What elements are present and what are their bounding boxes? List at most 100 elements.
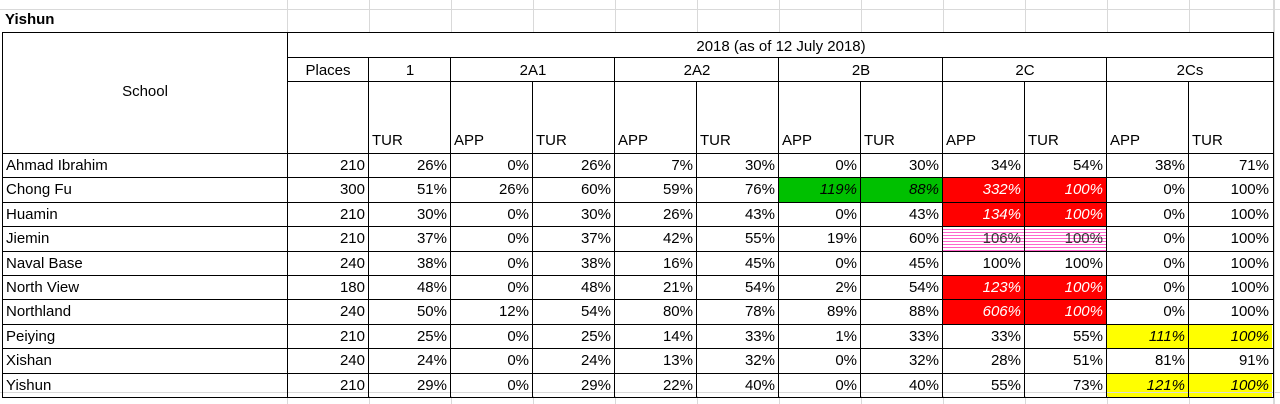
school-name-cell[interactable]: Jiemin [6,230,50,247]
percent-cell-app[interactable]: 42% [662,230,693,247]
percent-cell-tur[interactable]: 30% [580,206,611,223]
percent-cell-app[interactable]: 0% [507,157,529,174]
percent-cell-tur[interactable]: 100% [1025,178,1106,202]
percent-cell-tur[interactable]: 88% [861,178,942,202]
places-cell[interactable]: 210 [339,157,365,174]
percent-cell-app[interactable]: 28% [990,352,1021,369]
percent-cell-tur[interactable]: 54% [580,303,611,320]
percent-cell-tur[interactable]: 37% [416,230,447,247]
percent-cell-app[interactable]: 80% [662,303,693,320]
percent-cell-tur[interactable]: 100% [1230,181,1269,198]
percent-cell-tur[interactable]: 51% [416,181,447,198]
percent-cell-tur[interactable]: 26% [580,157,611,174]
places-cell[interactable]: 210 [339,377,365,394]
percent-cell-tur[interactable]: 78% [744,303,775,320]
percent-cell-tur[interactable]: 24% [580,352,611,369]
school-name-cell[interactable]: Huamin [6,206,58,223]
places-cell[interactable]: 210 [339,206,365,223]
percent-cell-tur[interactable]: 40% [908,377,939,394]
percent-cell-tur[interactable]: 100% [1189,325,1272,348]
percent-cell-app[interactable]: 332% [943,178,1024,202]
places-cell[interactable]: 210 [339,328,365,345]
percent-cell-app[interactable]: 16% [662,255,693,272]
percent-cell-tur[interactable]: 30% [908,157,939,174]
percent-cell-app[interactable]: 7% [671,157,693,174]
school-name-cell[interactable]: Yishun [6,377,52,394]
percent-cell-app[interactable]: 121% [1107,374,1188,397]
percent-cell-tur[interactable]: 30% [744,157,775,174]
percent-cell-tur[interactable]: 91% [1238,352,1269,369]
percent-cell-tur[interactable]: 73% [1072,377,1103,394]
percent-cell-app[interactable]: 111% [1107,325,1188,348]
places-cell[interactable]: 240 [339,352,365,369]
percent-cell-app[interactable]: 106% [943,227,1024,251]
percent-cell-app[interactable]: 134% [943,203,1024,226]
percent-cell-app[interactable]: 0% [507,230,529,247]
percent-cell-tur[interactable]: 55% [744,230,775,247]
percent-cell-app[interactable]: 119% [779,178,860,202]
percent-cell-tur[interactable]: 38% [580,255,611,272]
percent-cell-tur[interactable]: 33% [908,328,939,345]
percent-cell-app[interactable]: 0% [835,206,857,223]
percent-cell-tur[interactable]: 37% [580,230,611,247]
percent-cell-app[interactable]: 22% [662,377,693,394]
places-cell[interactable]: 180 [339,279,365,296]
percent-cell-tur[interactable]: 54% [908,279,939,296]
percent-cell-app[interactable]: 0% [507,279,529,296]
percent-cell-tur[interactable]: 38% [416,255,447,272]
percent-cell-app[interactable]: 100% [982,255,1021,272]
percent-cell-tur[interactable]: 43% [744,206,775,223]
percent-cell-tur[interactable]: 54% [1072,157,1103,174]
places-cell[interactable]: 300 [339,181,365,198]
percent-cell-app[interactable]: 0% [1163,206,1185,223]
percent-cell-app[interactable]: 0% [835,377,857,394]
percent-cell-tur[interactable]: 32% [908,352,939,369]
percent-cell-tur[interactable]: 100% [1230,230,1269,247]
percent-cell-tur[interactable]: 29% [580,377,611,394]
percent-cell-app[interactable]: 0% [1163,230,1185,247]
percent-cell-tur[interactable]: 32% [744,352,775,369]
percent-cell-tur[interactable]: 33% [744,328,775,345]
percent-cell-app[interactable]: 0% [1163,255,1185,272]
school-name-cell[interactable]: Xishan [6,352,52,369]
percent-cell-tur[interactable]: 55% [1072,328,1103,345]
percent-cell-tur[interactable]: 60% [908,230,939,247]
school-name-cell[interactable]: Ahmad Ibrahim [6,157,108,174]
percent-cell-tur[interactable]: 100% [1025,300,1106,324]
school-name-cell[interactable]: Naval Base [6,255,83,272]
percent-cell-tur[interactable]: 30% [416,206,447,223]
percent-cell-tur[interactable]: 26% [416,157,447,174]
percent-cell-app[interactable]: 0% [1163,303,1185,320]
percent-cell-tur[interactable]: 100% [1025,227,1106,251]
percent-cell-tur[interactable]: 48% [416,279,447,296]
percent-cell-tur[interactable]: 100% [1230,206,1269,223]
percent-cell-app[interactable]: 0% [507,206,529,223]
percent-cell-app[interactable]: 0% [1163,181,1185,198]
percent-cell-tur[interactable]: 24% [416,352,447,369]
percent-cell-app[interactable]: 89% [826,303,857,320]
percent-cell-tur[interactable]: 29% [416,377,447,394]
percent-cell-app[interactable]: 0% [507,328,529,345]
percent-cell-app[interactable]: 0% [835,157,857,174]
percent-cell-tur[interactable]: 40% [744,377,775,394]
percent-cell-app[interactable]: 26% [662,206,693,223]
percent-cell-app[interactable]: 123% [943,276,1024,299]
percent-cell-tur[interactable]: 100% [1189,374,1272,397]
school-name-cell[interactable]: North View [6,279,80,296]
percent-cell-tur[interactable]: 50% [416,303,447,320]
percent-cell-app[interactable]: 59% [662,181,693,198]
percent-cell-tur[interactable]: 60% [580,181,611,198]
percent-cell-app[interactable]: 2% [835,279,857,296]
percent-cell-app[interactable]: 0% [1163,279,1185,296]
percent-cell-app[interactable]: 606% [943,300,1024,324]
percent-cell-tur[interactable]: 100% [1025,276,1106,299]
places-cell[interactable]: 210 [339,230,365,247]
school-name-cell[interactable]: Peiying [6,328,56,345]
percent-cell-tur[interactable]: 45% [908,255,939,272]
percent-cell-app[interactable]: 14% [662,328,693,345]
percent-cell-app[interactable]: 81% [1154,352,1185,369]
percent-cell-app[interactable]: 1% [835,328,857,345]
percent-cell-app[interactable]: 0% [507,352,529,369]
percent-cell-tur[interactable]: 25% [416,328,447,345]
percent-cell-app[interactable]: 55% [990,377,1021,394]
